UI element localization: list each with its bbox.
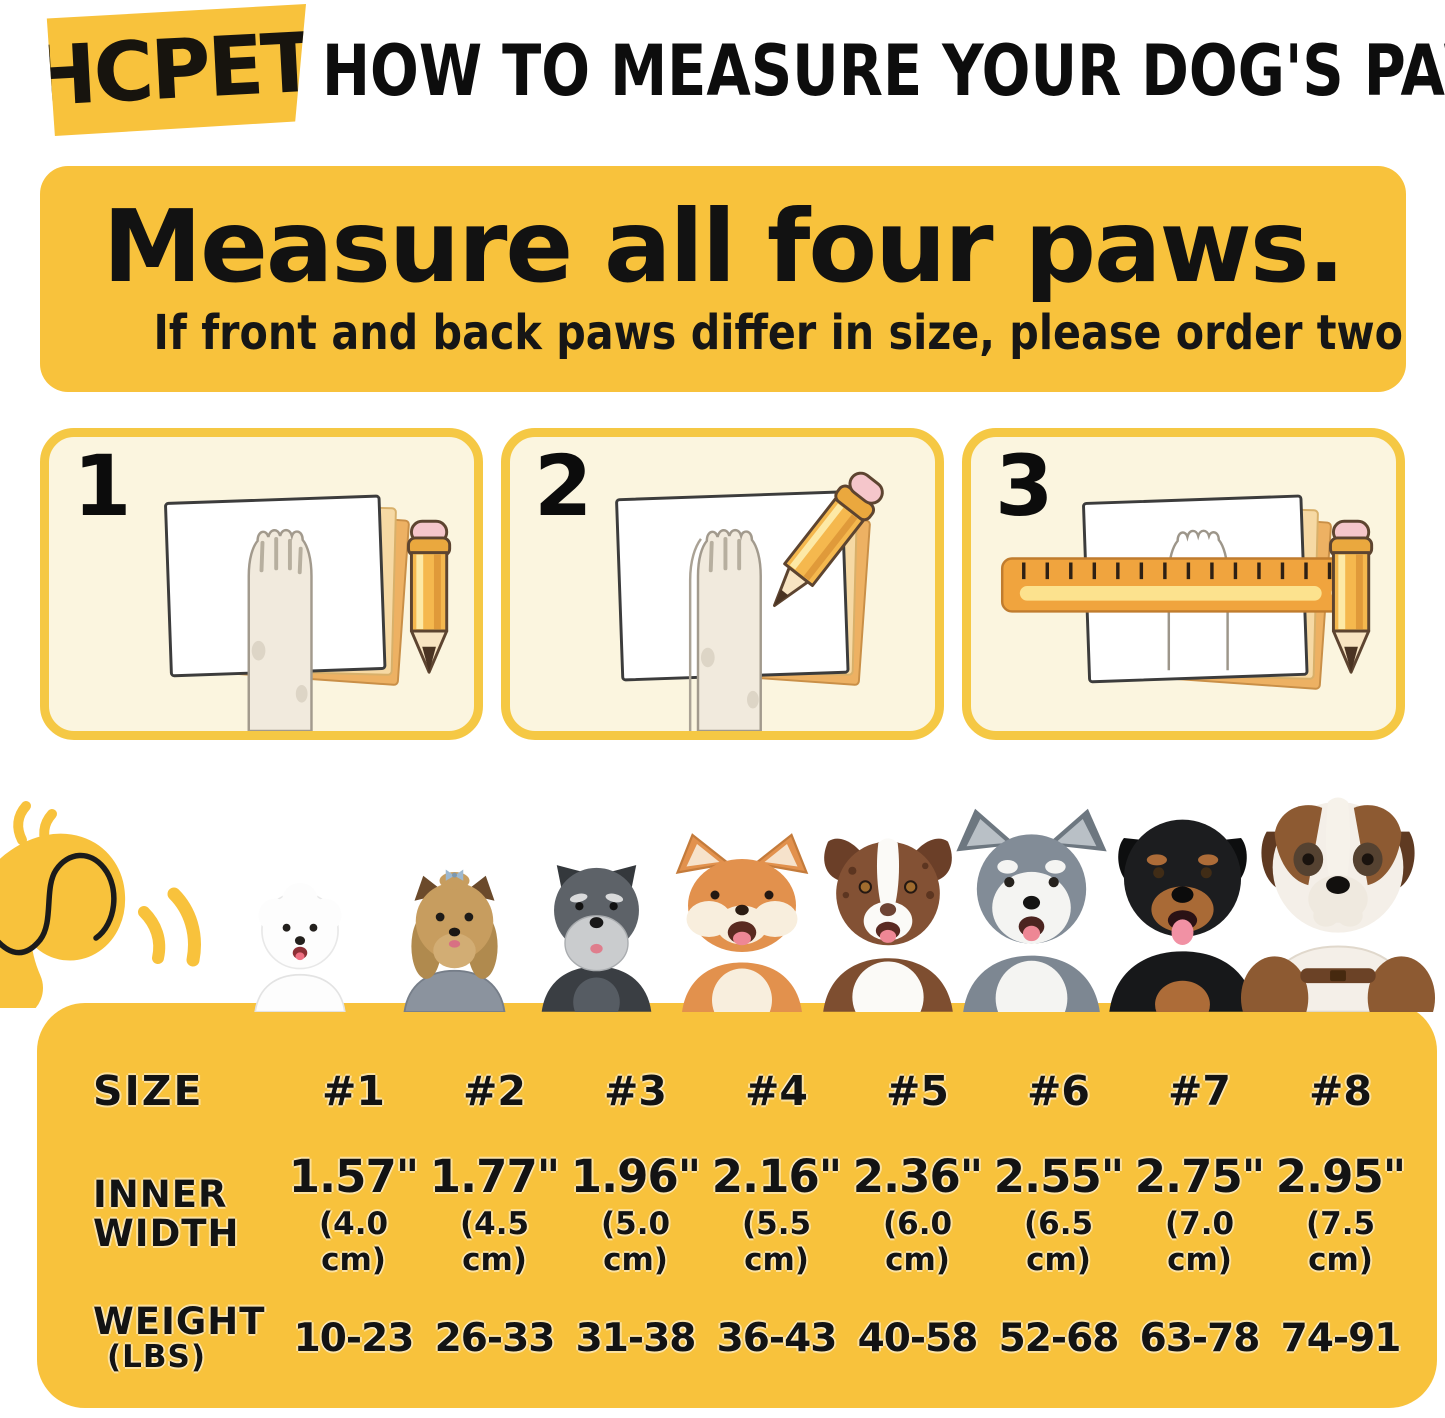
size-col-3: #3	[604, 1066, 667, 1115]
weight-col-2: 26-33	[434, 1315, 556, 1361]
size-col-2: #2	[463, 1066, 526, 1115]
dog-saint-bernard-illustration	[1240, 797, 1436, 1012]
weight-col-1: 10-23	[293, 1315, 415, 1361]
dog-rottweiler-illustration	[1109, 819, 1256, 1012]
step-card-3: 3	[962, 428, 1405, 740]
size-col-7: #7	[1168, 1066, 1231, 1115]
dog-bichon-frise-illustration	[254, 882, 346, 1012]
inner-width-col-7: 2.75" (7.0 cm)	[1134, 1150, 1265, 1279]
trace-paw-illustration	[615, 471, 884, 731]
logo-text: HCPET	[25, 15, 317, 125]
weight-col-3: 31-38	[575, 1315, 697, 1361]
ruler-measure-illustration	[1000, 494, 1374, 690]
inner-width-col-6: 2.55" (6.5 cm)	[993, 1150, 1124, 1279]
hcpet-logo: HCPET	[46, 4, 306, 136]
dog-yorkshire-terrier-illustration	[403, 869, 506, 1012]
size-col-5: #5	[886, 1066, 949, 1115]
ruler-icon	[1000, 557, 1363, 613]
step-number-3: 3	[995, 437, 1054, 535]
weight-col-7: 63-78	[1139, 1315, 1261, 1361]
inner-width-col-4: 2.16" (5.5 cm)	[711, 1150, 842, 1279]
size-col-8: #8	[1309, 1066, 1372, 1115]
step-number-1: 1	[73, 437, 132, 535]
header: HCPET HOW TO MEASURE YOUR DOG'S PAWS	[0, 0, 1445, 148]
weight-row-label: WEIGHT (LBS)	[93, 1299, 266, 1376]
dog-paw-icon	[688, 528, 762, 731]
pencil-icon	[772, 471, 884, 608]
weight-col-6: 52-68	[998, 1315, 1120, 1361]
pencil-icon	[407, 519, 452, 674]
size-col-4: #4	[745, 1066, 808, 1115]
dog-miniature-schnauzer-illustration	[541, 865, 652, 1012]
squiggle-decoration-icon	[0, 801, 201, 1008]
size-col-6: #6	[1027, 1066, 1090, 1115]
weight-col-5: 40-58	[857, 1315, 979, 1361]
dog-paw-icon	[247, 528, 313, 731]
inner-width-col-5: 2.36" (6.0 cm)	[852, 1150, 983, 1279]
inner-width-col-1: 1.57" (4.0 cm)	[288, 1150, 419, 1279]
step-card-2: 2	[501, 428, 944, 740]
inner-width-row-label: INNER WIDTH	[93, 1172, 240, 1256]
measuring-steps: 1 2	[40, 428, 1405, 740]
page-title: HOW TO MEASURE YOUR DOG'S PAWS	[322, 30, 1445, 112]
weight-col-8: 74-91	[1280, 1315, 1402, 1361]
dog-australian-shepherd-illustration	[823, 838, 953, 1012]
banner-headline: Measure all four paws.	[102, 188, 1346, 305]
paw-on-paper-illustration	[164, 494, 452, 731]
size-col-1: #1	[322, 1066, 385, 1115]
dog-breeds-row	[0, 740, 1445, 1012]
inner-width-col-2: 1.77" (4.5 cm)	[429, 1150, 560, 1279]
inner-width-col-3: 1.96" (5.0 cm)	[570, 1150, 701, 1279]
dog-alaskan-malamute-illustration	[956, 808, 1107, 1012]
dog-shiba-inu-illustration	[675, 833, 809, 1012]
pencil-icon	[1329, 519, 1374, 674]
inner-width-col-8: 2.95" (7.5 cm)	[1275, 1150, 1406, 1279]
step-card-1: 1	[40, 428, 483, 740]
step-number-2: 2	[534, 437, 593, 535]
headline-banner: Measure all four paws. If front and back…	[40, 166, 1406, 392]
size-row-label: SIZE	[93, 1066, 204, 1115]
weight-col-4: 36-43	[716, 1315, 838, 1361]
size-chart-table: SIZE #1 #2 #3 #4 #5 #6 #7 #8 INNER WIDTH…	[37, 1003, 1437, 1408]
banner-subline: If front and back paws differ in size, p…	[153, 305, 1406, 361]
